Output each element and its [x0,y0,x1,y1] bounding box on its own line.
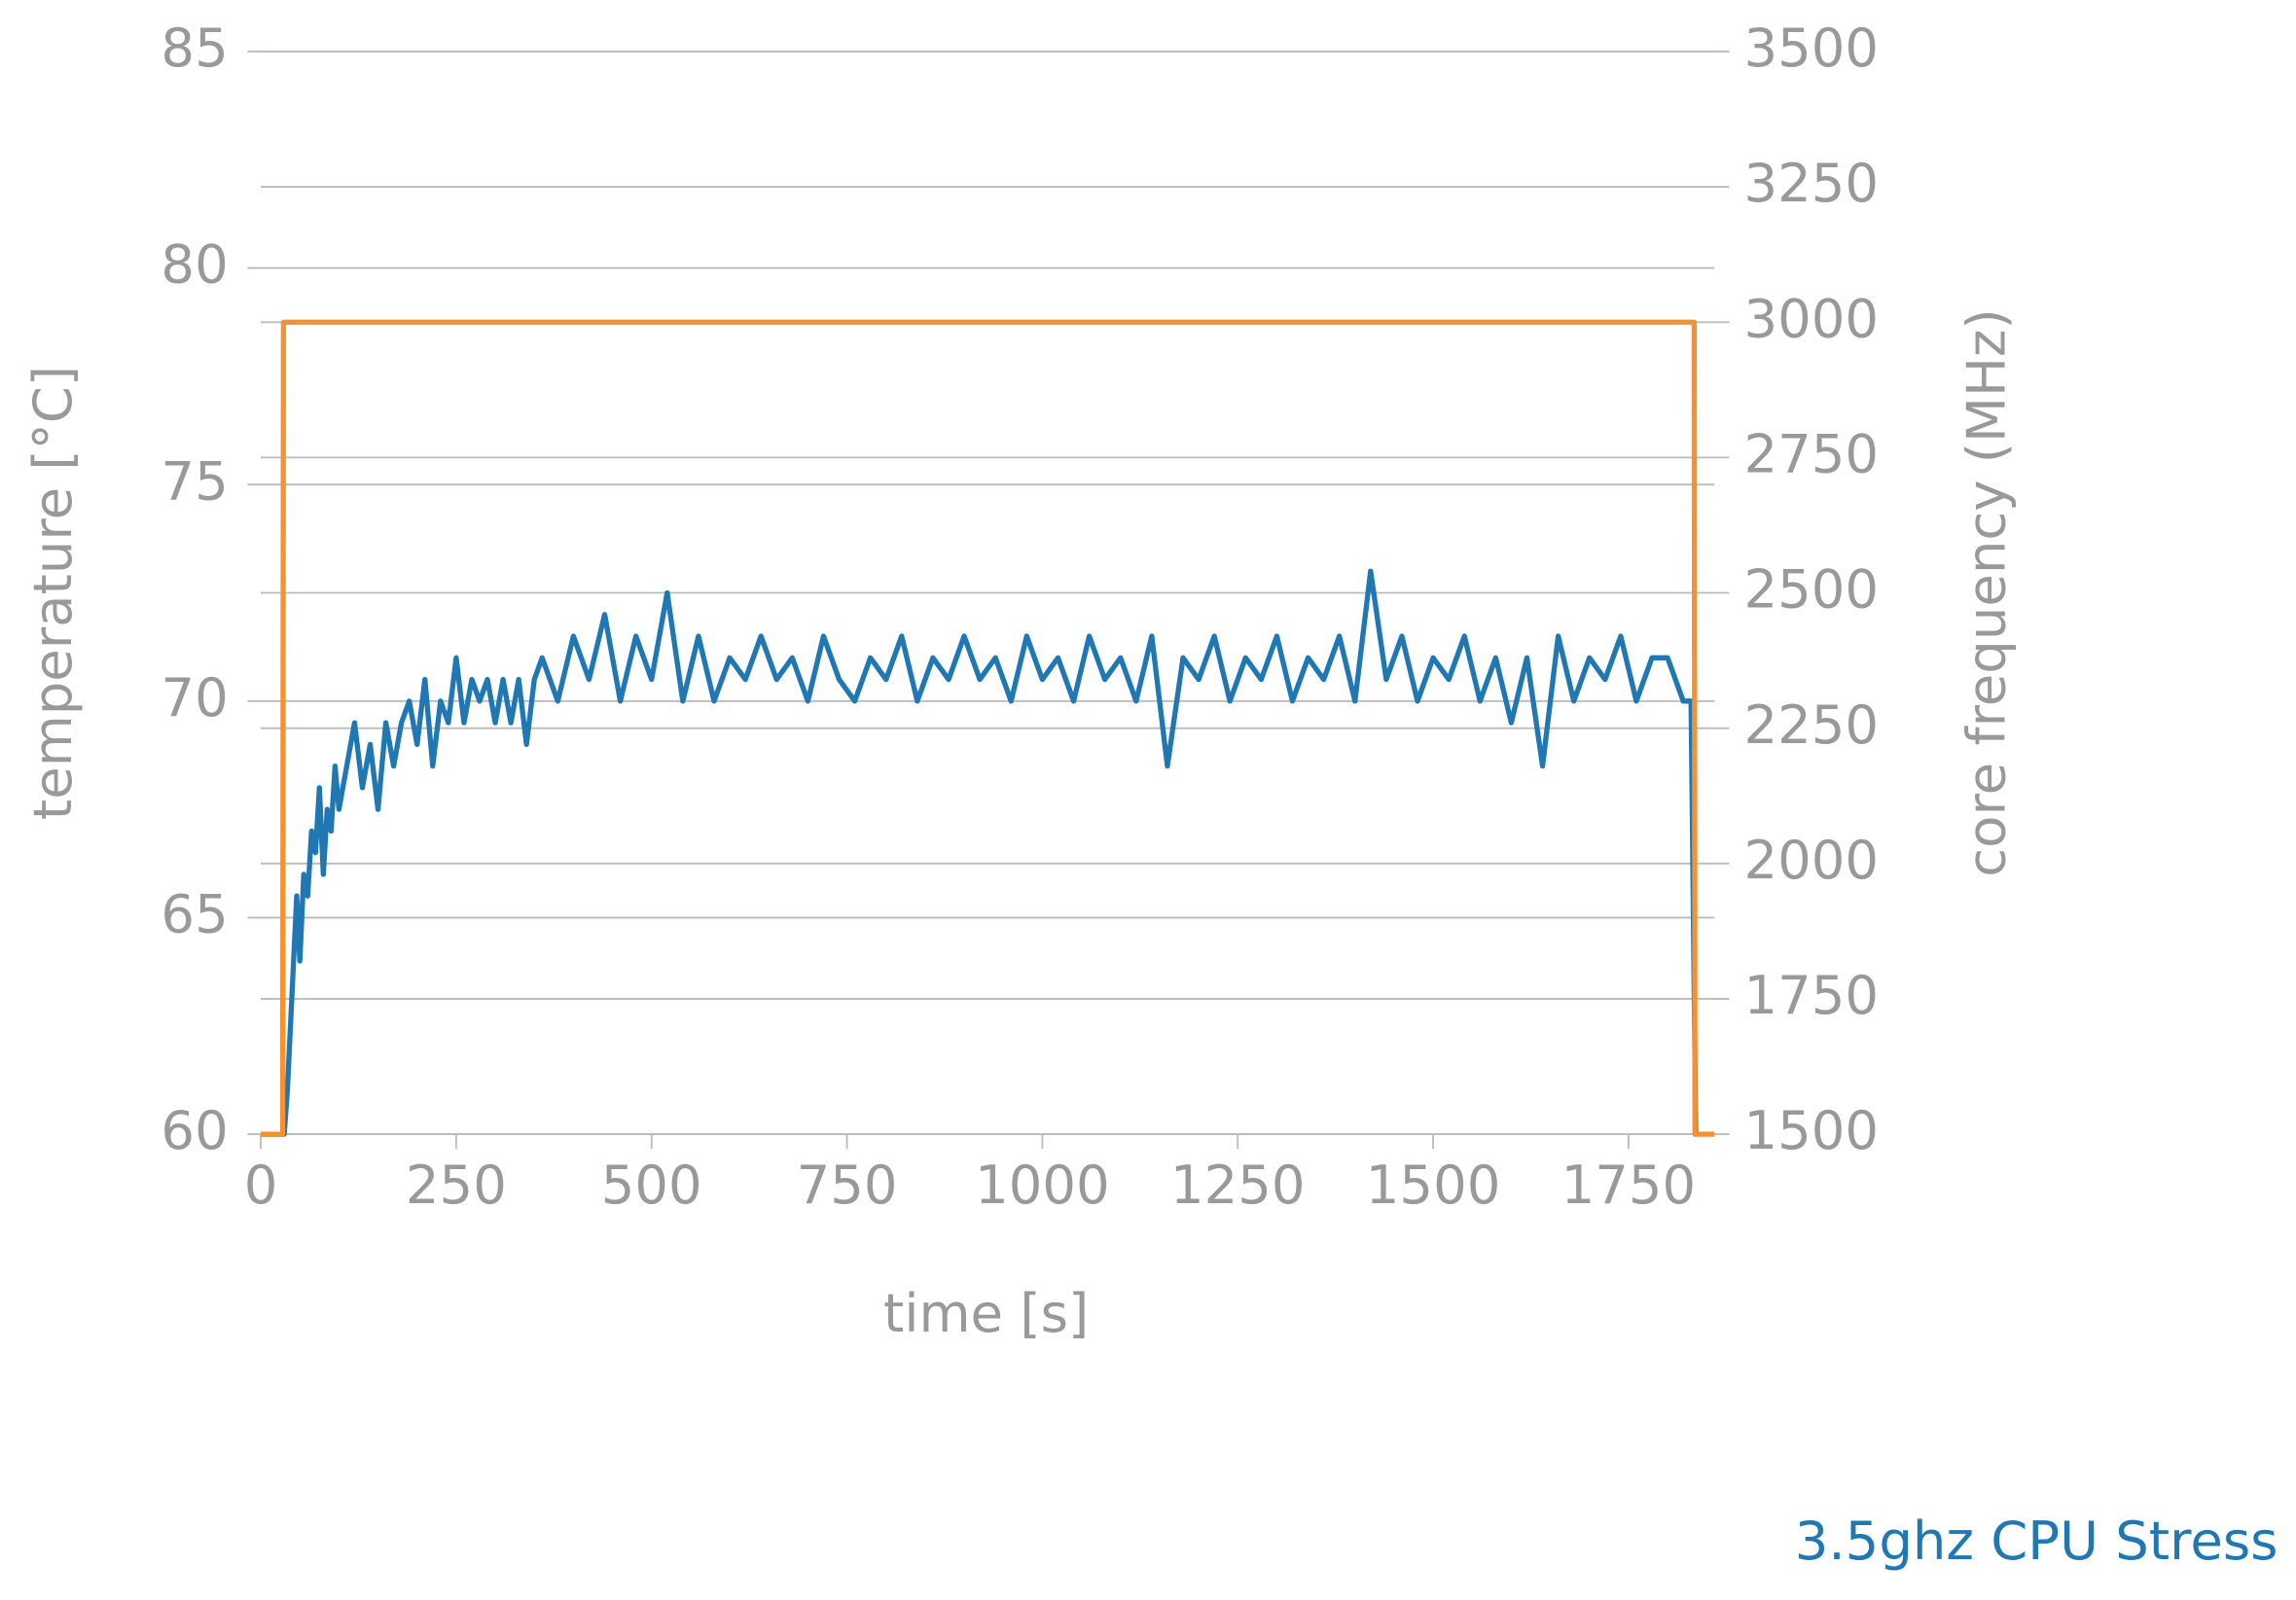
y2-tick-label: 2750 [1744,423,1880,485]
series-line [261,319,1715,1137]
chart-title: 3.5ghz CPU Stress [1795,1510,2278,1572]
x-tick-label: 500 [601,1154,702,1216]
y2-tick-label: 3500 [1744,17,1880,79]
y2-tick-label: 2250 [1744,693,1880,756]
y2-tick-label: 2500 [1744,558,1880,621]
x-axis-label: time [s] [883,1282,1089,1344]
y-tick-label: 60 [161,1099,228,1161]
y2-tick-label: 3250 [1744,152,1880,214]
x-tick-label: 1000 [975,1154,1110,1216]
y-tick-label: 85 [161,17,228,79]
y2-tick-label: 1750 [1744,964,1880,1026]
x-tick-label: 1250 [1170,1154,1306,1216]
x-tick-label: 1750 [1561,1154,1697,1216]
x-tick-label: 0 [244,1154,278,1216]
y2-axis-label: core frequency (MHz) [1955,308,2017,877]
y-axis-label: temperature [°C] [21,366,84,820]
x-tick-label: 1500 [1366,1154,1501,1216]
y-tick-label: 65 [161,883,228,945]
y2-tick-label: 2000 [1744,829,1880,891]
y2-tick-label: 3000 [1744,287,1880,349]
y2-tick-label: 1500 [1744,1099,1880,1161]
y-tick-label: 75 [161,449,228,512]
x-tick-label: 250 [406,1154,507,1216]
y-tick-label: 80 [161,233,228,296]
x-tick-label: 750 [797,1154,898,1216]
y-tick-label: 70 [161,666,228,729]
series-line [261,568,1699,1137]
